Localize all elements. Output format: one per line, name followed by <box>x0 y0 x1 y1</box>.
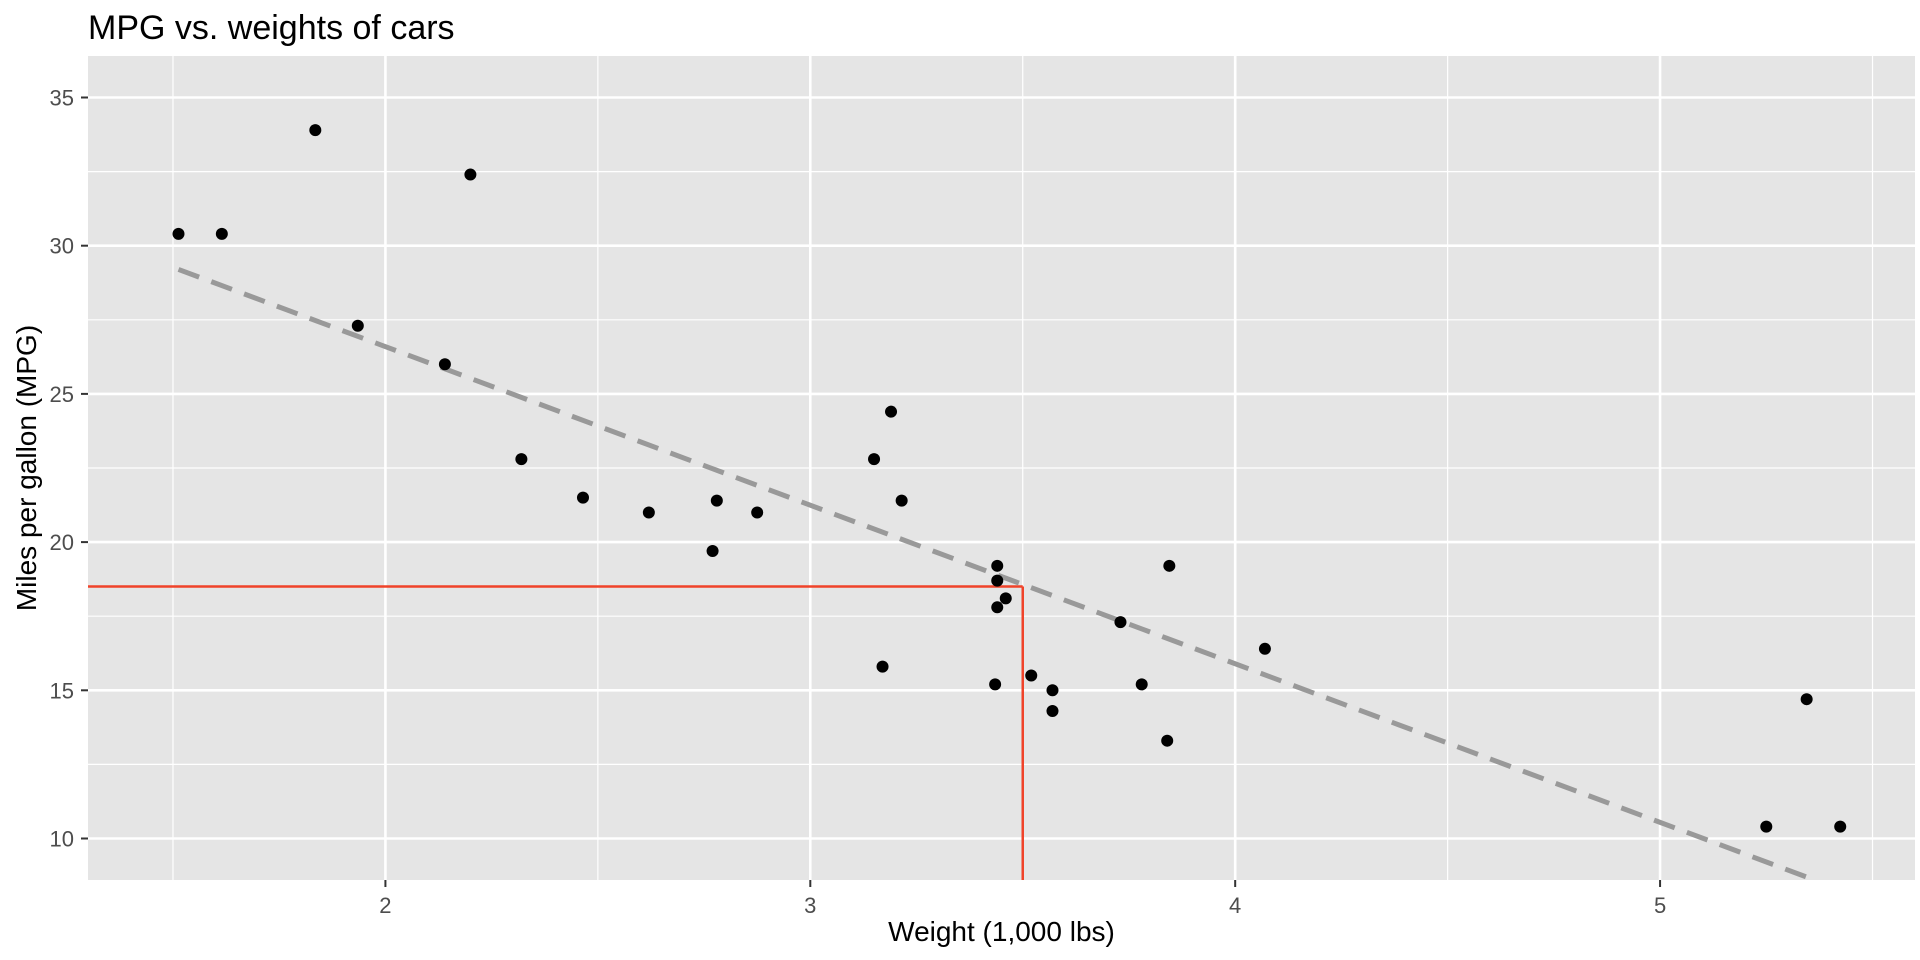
data-point <box>1161 734 1174 747</box>
data-point <box>885 405 898 418</box>
data-point <box>989 678 1002 691</box>
data-point <box>351 319 364 332</box>
x-tick-label: 4 <box>1229 893 1241 918</box>
data-point <box>1135 678 1148 691</box>
data-point <box>710 494 723 507</box>
data-point <box>1025 669 1038 682</box>
data-point <box>1163 559 1176 572</box>
y-axis: 10 15 20 25 30 35 <box>50 85 88 852</box>
data-point <box>642 506 655 519</box>
data-point <box>515 453 528 466</box>
data-point <box>464 168 477 181</box>
data-point <box>1760 820 1773 833</box>
data-point <box>1046 684 1059 697</box>
x-tick-label: 3 <box>804 893 816 918</box>
x-axis: 2 3 4 5 <box>379 880 1666 918</box>
data-point <box>999 592 1012 605</box>
y-tick-label: 10 <box>50 827 74 852</box>
data-point <box>1258 642 1271 655</box>
data-point <box>1834 820 1847 833</box>
trend-line-group <box>177 267 1808 880</box>
chart-title: MPG vs. weights of cars <box>88 9 455 47</box>
x-tick-label: 2 <box>379 893 391 918</box>
data-point <box>1046 705 1059 718</box>
data-point <box>991 601 1004 614</box>
data-point <box>991 559 1004 572</box>
x-tick-label: 5 <box>1654 893 1666 918</box>
data-point <box>215 227 228 240</box>
y-tick-label: 35 <box>50 85 74 110</box>
data-points <box>172 124 1847 833</box>
data-point <box>876 660 889 673</box>
data-point <box>438 358 451 371</box>
data-point <box>895 494 908 507</box>
y-tick-label: 25 <box>50 382 74 407</box>
data-point <box>1800 693 1813 706</box>
y-axis-title: Miles per gallon (MPG) <box>11 325 42 611</box>
y-tick-label: 30 <box>50 234 74 259</box>
data-point <box>1114 616 1127 629</box>
minor-gridlines <box>88 56 1915 880</box>
data-point <box>751 506 764 519</box>
data-point <box>706 544 719 557</box>
data-point <box>172 227 185 240</box>
data-point <box>868 453 881 466</box>
x-axis-title: Weight (1,000 lbs) <box>888 916 1115 947</box>
y-tick-label: 20 <box>50 530 74 555</box>
trend-line <box>177 267 1808 880</box>
data-point <box>576 491 589 504</box>
major-gridlines <box>88 56 1915 880</box>
data-point <box>991 574 1004 587</box>
y-tick-label: 15 <box>50 678 74 703</box>
data-point <box>309 124 322 137</box>
reference-lines <box>88 585 1024 880</box>
